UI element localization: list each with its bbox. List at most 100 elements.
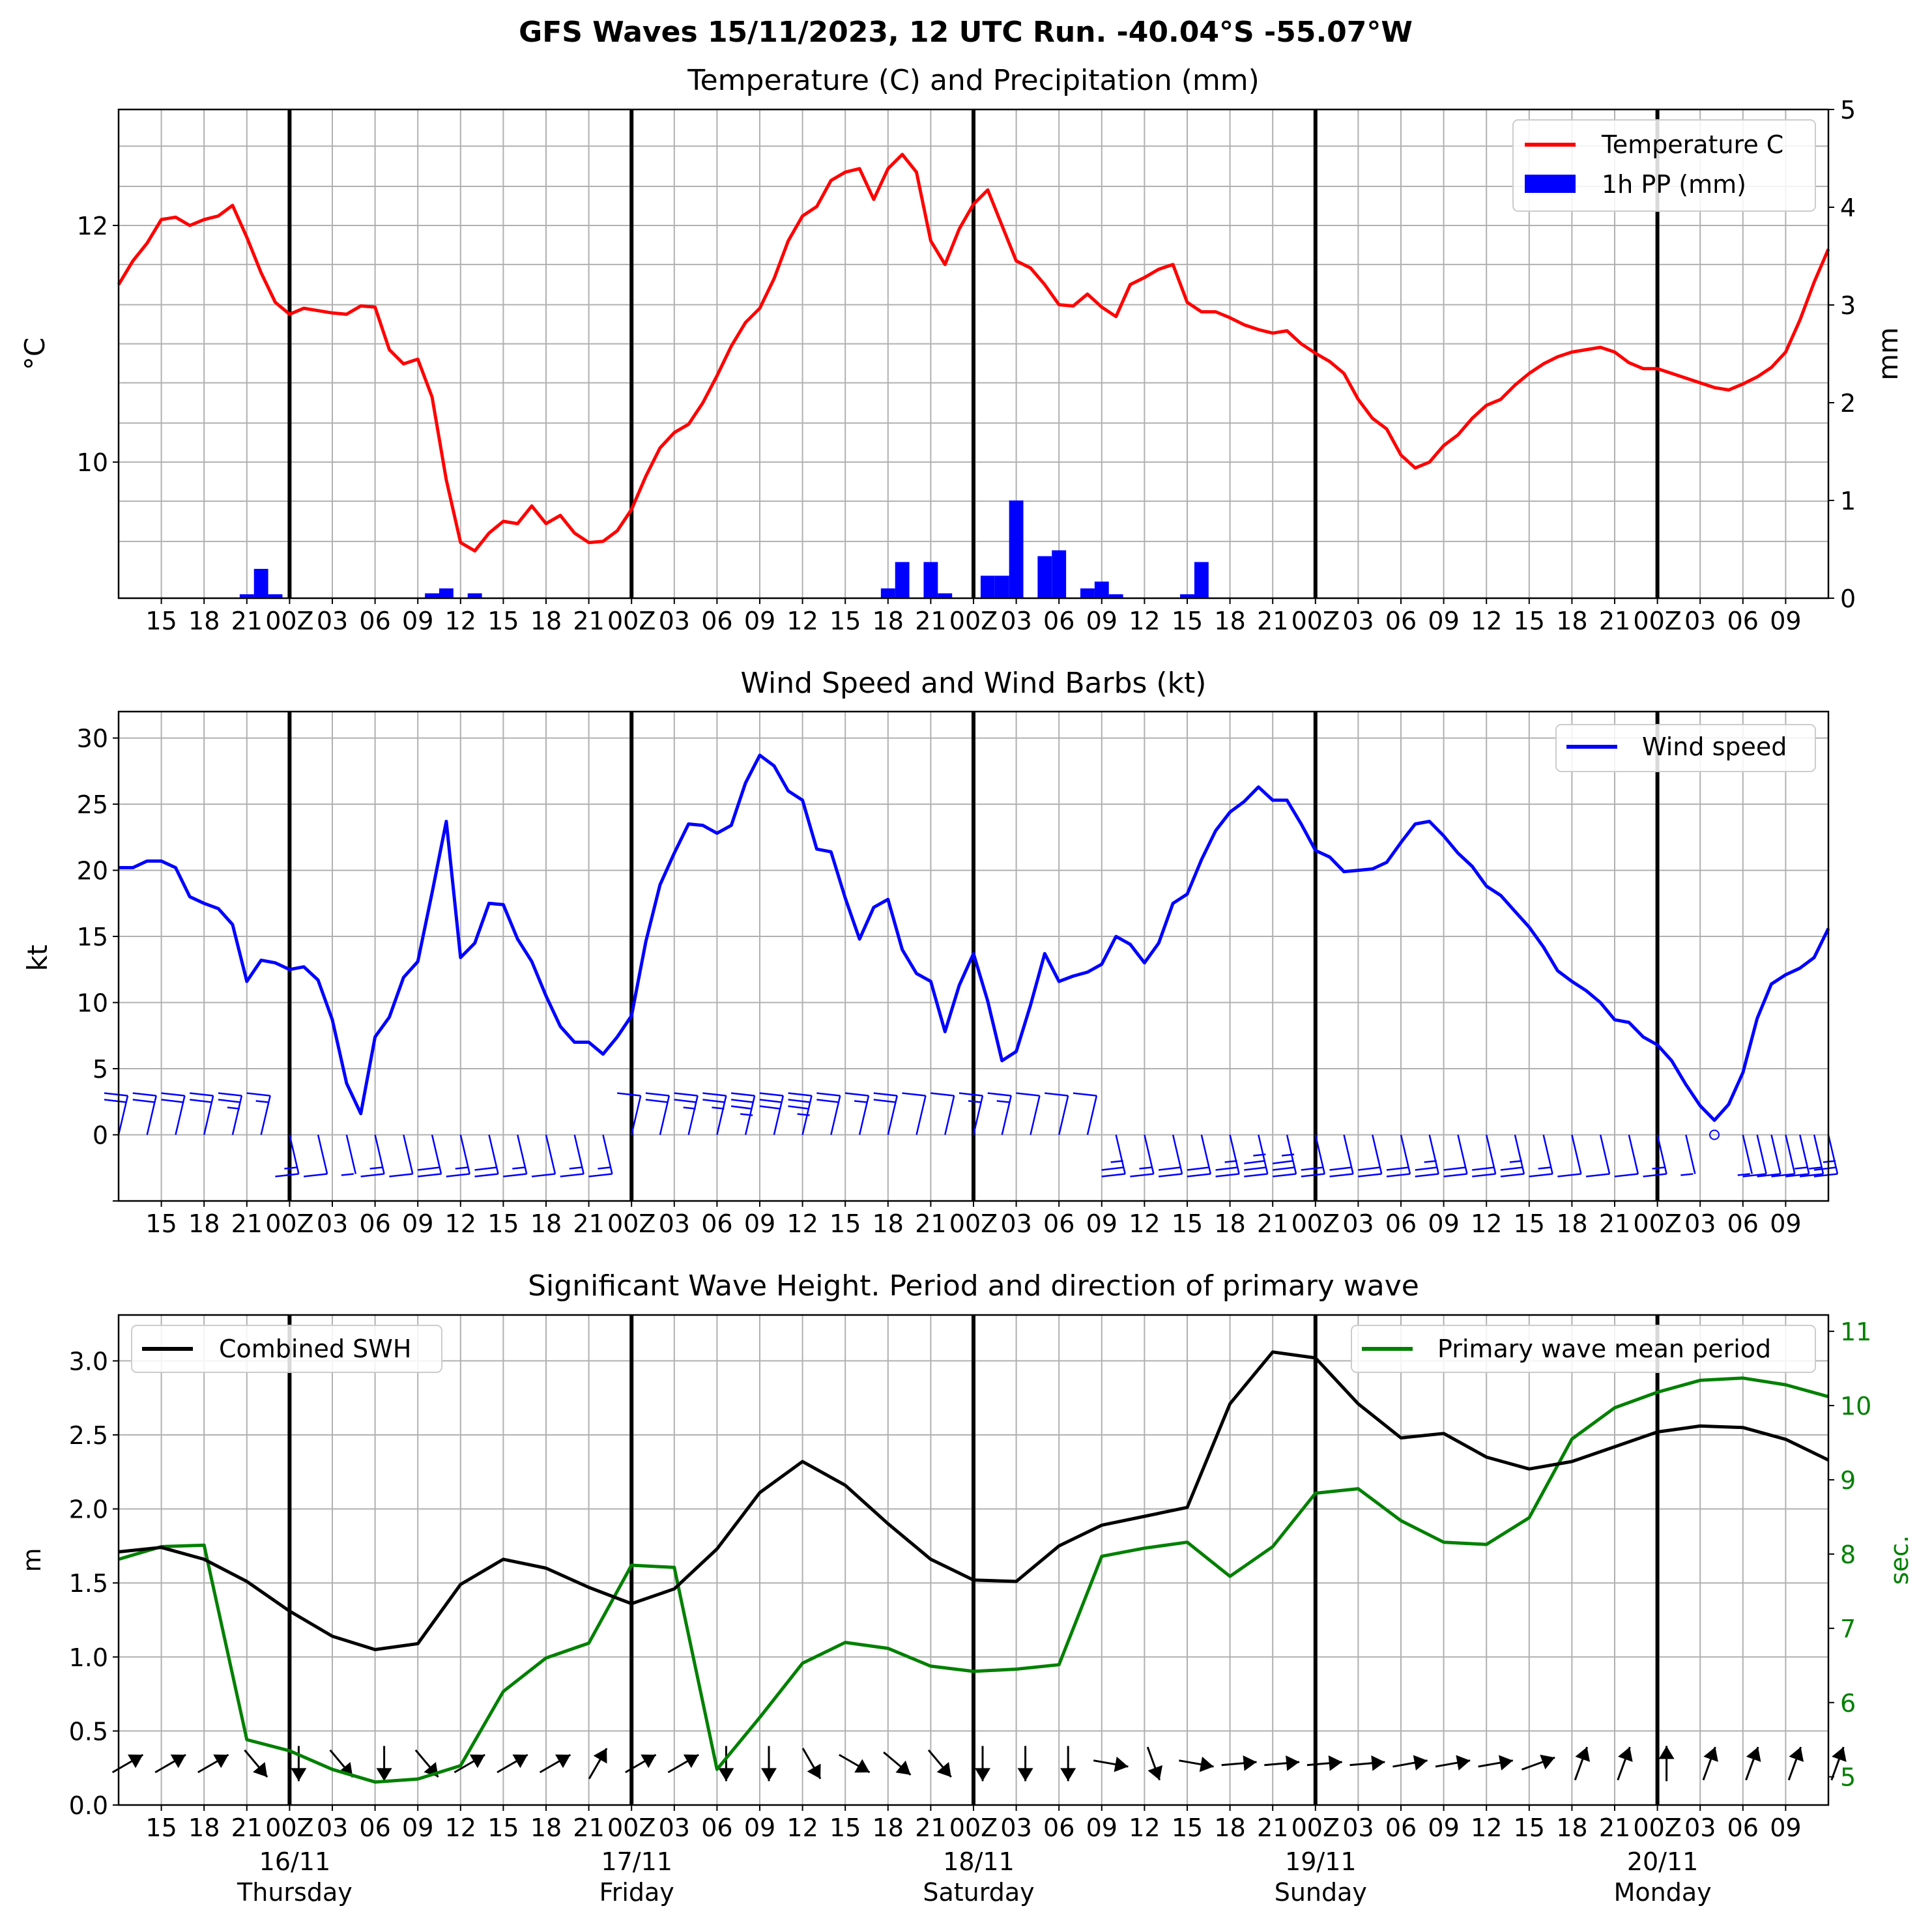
wave-direction-arrowhead [807,1763,821,1779]
wind-barb-flag [1329,1166,1352,1171]
x-tick-label: 00Z [1633,1209,1681,1238]
wind-barb-flag [788,1099,811,1103]
x-tick-label: 06 [1385,607,1417,635]
x-tick-label: 21 [1599,1209,1630,1238]
x-tick-label: 06 [1385,1209,1417,1238]
wind-barb-flag [360,1173,384,1177]
y2-tick-label: 3 [1840,291,1856,320]
wind-barb-flag [417,1166,440,1171]
wind-barb-flag [1187,1173,1211,1177]
y2-tick-label: 9 [1840,1466,1856,1495]
wind-barb-flag [712,1106,725,1110]
x-tick-label: 12 [1129,1813,1160,1842]
x-tick-label: 21 [1257,1813,1288,1842]
y-tick-label: 25 [77,790,108,819]
panel2-title: Wind Speed and Wind Barbs (kt) [741,667,1207,700]
panel1-ylabel: °C [19,338,51,370]
wind-barb [260,1095,271,1135]
wind-barb-flag [730,1105,752,1110]
wave-direction-arrowhead [718,1768,734,1782]
precip-bar [1052,550,1067,598]
x-tick-label: 06 [359,1209,390,1238]
wind-barb [317,1134,328,1174]
x-tick-label: 00Z [1291,607,1340,635]
x-tick-label: 09 [1770,1813,1801,1842]
wind-barb-flag [1215,1166,1238,1171]
wind-barb-flag [645,1092,670,1097]
x-tick-label: 15 [829,1813,861,1842]
wind-barb-flag [1557,1173,1581,1177]
x-tick-label: 03 [1342,1209,1374,1238]
wind-barb-flag [1253,1153,1266,1157]
swh-line [118,1350,1830,1651]
wind-barb-flag [1538,1166,1551,1170]
wind-barb-flag [104,1099,126,1103]
wind-barb [1770,1134,1781,1174]
wind-barb-flag [1110,1160,1123,1163]
wind-barb-flag [1272,1160,1293,1164]
wind-barb-flag [369,1166,382,1170]
wind-barb-flag [674,1099,697,1103]
wind-barb-flag [455,1166,468,1170]
wind-barb-flag [1424,1160,1437,1163]
wind-barb [944,1095,955,1135]
x-tick-label: 09 [1770,1209,1801,1238]
wind-barb-flag [816,1099,839,1103]
temperature-line [117,152,1830,553]
precip-bar [239,594,254,598]
wind-barb-flag [303,1173,328,1177]
x-tick-label: 06 [1727,1209,1759,1238]
x-tick-label: 06 [1043,607,1074,635]
wind-barb-flag [987,1092,1011,1097]
wave-direction-arrowhead [1114,1756,1129,1772]
y-tick-label: 15 [77,923,108,951]
wave-panel: Significant Wave Height. Period and dire… [18,1269,1914,1907]
precip-bar [1009,500,1024,598]
wind-barb [1742,1134,1753,1174]
wind-barb [1428,1134,1439,1174]
wind-barb-flag [284,1166,297,1170]
wind-barb-flag [730,1099,753,1103]
y-tick-label: 1.5 [69,1569,108,1598]
precip-bar [425,593,439,598]
wind-barb-flag [1809,1166,1822,1170]
x-tick-label: 00Z [607,1209,656,1238]
legend-temperature: Temperature C [1601,130,1783,159]
x-tick-label: 00Z [949,1813,998,1842]
y-tick-label: 0 [93,1121,108,1150]
wave-direction-arrowhead [1286,1755,1300,1771]
x-tick-label: 03 [1684,1813,1716,1842]
wind-barb [1086,1095,1098,1135]
panel3-y2label: sec. [1885,1535,1914,1585]
wind-barbs [104,1092,1839,1177]
wind-barb-flag [1101,1173,1125,1177]
y-tick-label: 2.5 [69,1421,108,1450]
wind-barb-flag [645,1099,668,1103]
y2-tick-label: 4 [1840,194,1856,222]
wind-barb-flag [788,1105,809,1110]
wave-direction-arrowhead [1658,1746,1675,1759]
x-tick-label: 00Z [1291,1209,1340,1238]
wave-direction-arrowhead [895,1760,911,1775]
temperature-precip-panel: Temperature (C) and Precipitation (mm) 1… [19,64,1904,635]
x-tick-label: 21 [1599,607,1630,635]
precip-bar [994,575,1009,598]
x-tick-label: 12 [786,1209,818,1238]
x-tick-label: 15 [1514,1209,1545,1238]
wind-barb-flag [759,1099,782,1103]
panel1-legend: Temperature C 1h PP (mm) [1512,119,1816,212]
wind-barb-flag [1073,1092,1097,1097]
wind-barb-flag [1742,1173,1766,1177]
wind-barb-flag [959,1092,983,1097]
x-tick-label: 03 [317,1813,348,1842]
x-tick-label: 21 [1257,1209,1288,1238]
x-tick-label: 09 [1428,1209,1459,1238]
wave-direction-arrowhead [593,1748,607,1764]
day-date-label: 19/11 [1285,1847,1357,1876]
x-tick-label: 15 [487,607,519,635]
x-tick-label: 00Z [1633,607,1681,635]
day-weekday-label: Saturday [923,1878,1034,1907]
wind-barb [1685,1134,1696,1174]
wind-barb [545,1134,556,1174]
y-tick-label: 10 [77,989,108,1018]
